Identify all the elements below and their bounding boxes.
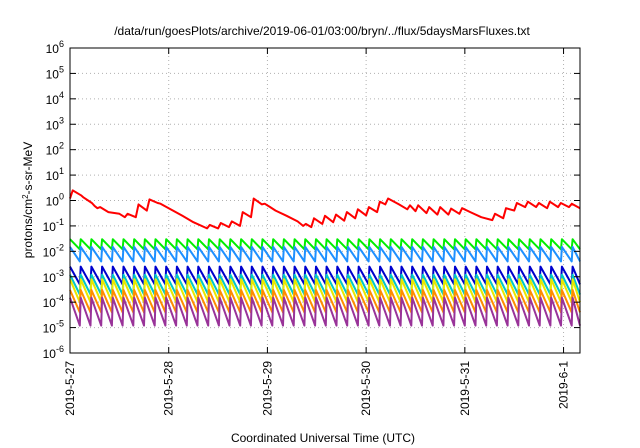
- y-tick-label: 103: [46, 115, 64, 132]
- chart-title: /data/run/goesPlots/archive/2019-06-01/0…: [114, 24, 530, 38]
- x-axis-label: Coordinated Universal Time (UTC): [231, 431, 415, 445]
- y-tick-label: 106: [46, 39, 64, 56]
- y-tick-label: 10-4: [43, 293, 64, 310]
- x-tick-label: 2019-5-27: [63, 361, 77, 416]
- x-tick-label: 2019-5-28: [162, 361, 176, 416]
- series-line-1: [69, 189, 581, 230]
- series-line-8: [69, 296, 581, 327]
- x-tick-label: 2019-5-30: [359, 361, 373, 416]
- data-series: [69, 189, 581, 327]
- x-tick-label: 2019-5-31: [458, 361, 472, 416]
- x-tick-label: 2019-5-29: [260, 361, 274, 416]
- x-axis-ticks: 2019-5-27 2019-5-28 2019-5-29 2019-5-30 2019…: [63, 48, 571, 416]
- x-tick-label: 2019-6-1: [557, 361, 571, 409]
- y-tick-label: 10-6: [43, 344, 64, 361]
- y-tick-label: 101: [46, 166, 64, 183]
- y-tick-label: 102: [46, 141, 64, 158]
- y-axis-ticks: 10-6 10-5 10-4 10-3 10-2 10-1 100 101 102 103 104 1…: [43, 39, 580, 361]
- y-tick-label: 105: [46, 64, 64, 81]
- y-tick-label: 100: [46, 192, 64, 209]
- y-tick-label: 104: [46, 90, 64, 107]
- y-tick-label: 10-5: [43, 319, 64, 336]
- y-axis-label: protons/cm2-s-sr-MeV: [21, 142, 36, 258]
- series-line-3: [69, 245, 581, 263]
- y-tick-label: 10-3: [43, 268, 64, 285]
- y-tick-label: 10-2: [43, 242, 64, 259]
- y-tick-label: 10-1: [43, 217, 64, 234]
